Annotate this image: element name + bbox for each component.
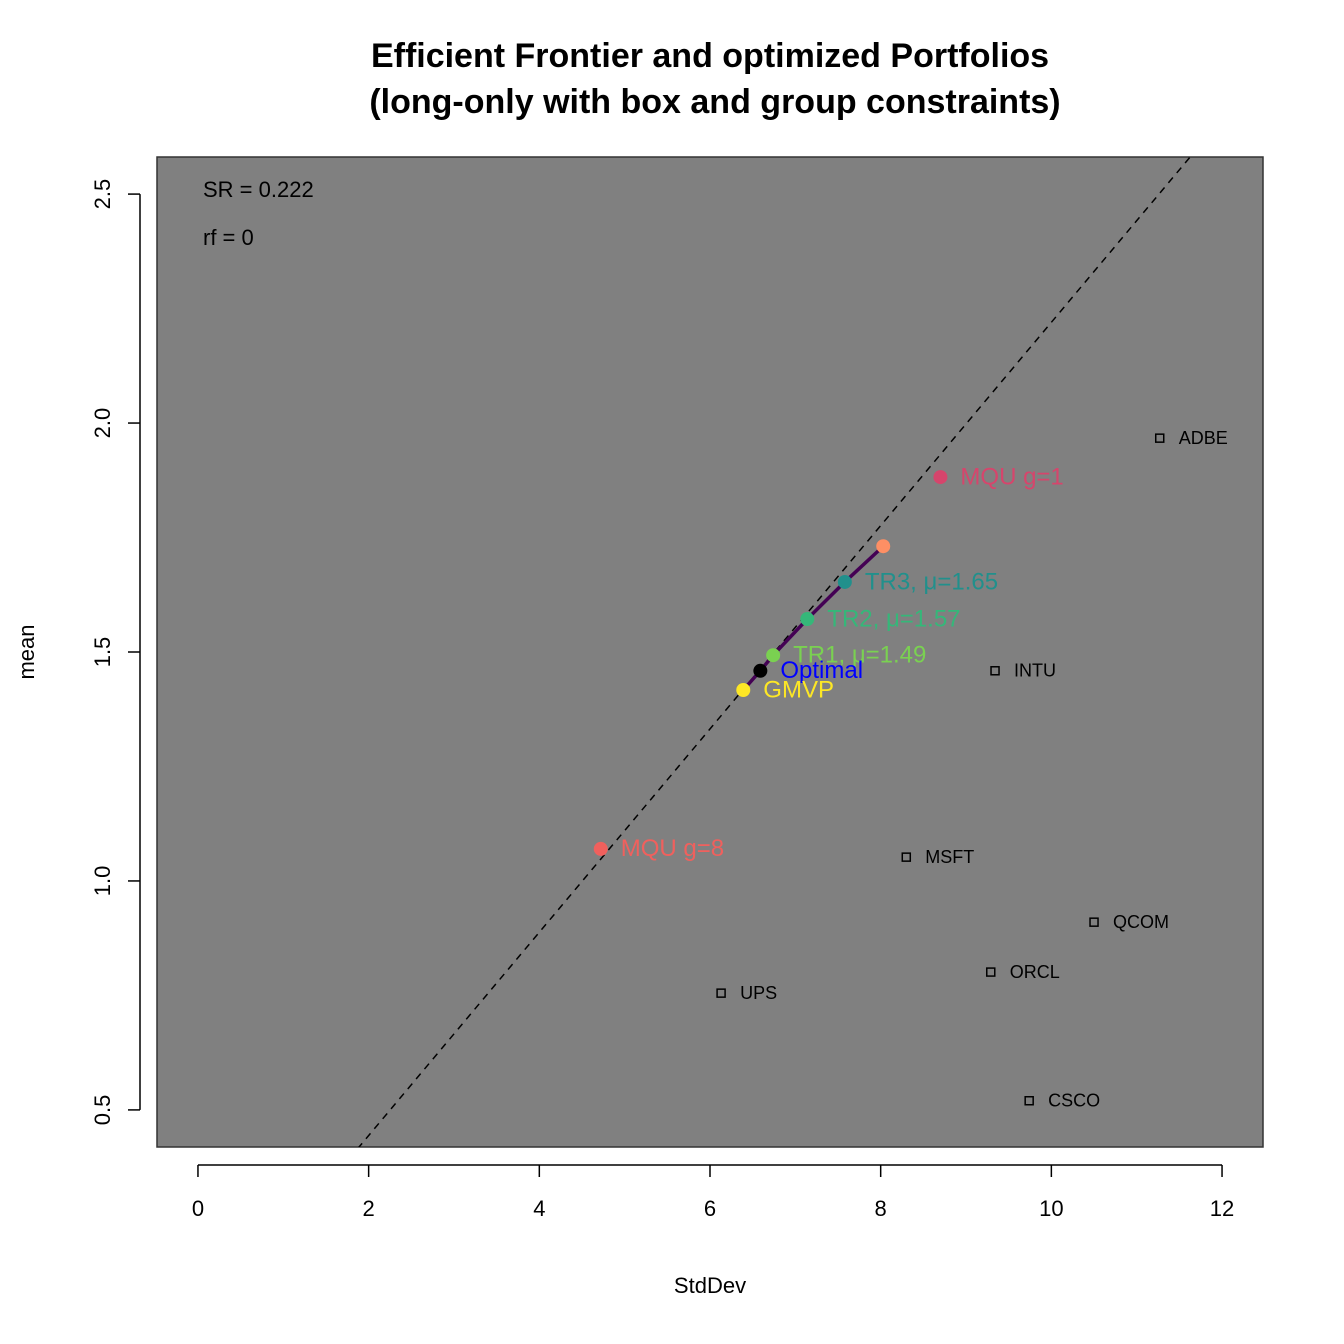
- asset-label: QCOM: [1113, 912, 1169, 932]
- portfolio-point: [766, 648, 781, 663]
- asset-point: [990, 666, 1000, 676]
- portfolio-point: [736, 683, 751, 698]
- portfolio-point: [593, 841, 608, 856]
- asset-point: [716, 988, 726, 998]
- portfolio-point: [753, 663, 768, 678]
- asset-label: UPS: [740, 983, 777, 1003]
- x-tick-label: 12: [1210, 1196, 1234, 1221]
- asset-point: [1089, 917, 1099, 927]
- x-tick-label: 6: [704, 1196, 716, 1221]
- portfolio-point: [933, 470, 948, 485]
- y-tick-label: 1.5: [90, 637, 115, 668]
- y-axis-label: mean: [14, 624, 39, 679]
- x-tick-label: 4: [533, 1196, 545, 1221]
- portfolio-point: [800, 612, 815, 627]
- x-axis-label: StdDev: [674, 1273, 746, 1298]
- asset-point: [901, 852, 912, 862]
- portfolio-label: TR3, μ=1.65: [865, 568, 998, 595]
- portfolio-label: GMVP: [763, 676, 834, 703]
- portfolio-label: MQU g=8: [621, 835, 724, 862]
- x-tick-label: 8: [875, 1196, 887, 1221]
- asset-label: ORCL: [1010, 962, 1060, 982]
- x-tick-label: 10: [1039, 1196, 1063, 1221]
- asset-point: [1024, 1096, 1034, 1106]
- asset-label: INTU: [1014, 661, 1056, 681]
- portfolio-label: Optimal: [780, 657, 863, 684]
- asset-point: [986, 967, 996, 977]
- annotation: rf = 0: [203, 225, 254, 250]
- asset-label: MSFT: [925, 847, 974, 867]
- y-tick-label: 2.5: [90, 179, 115, 210]
- portfolio-label: MQU g=1: [960, 463, 1063, 490]
- portfolio-point: [876, 539, 891, 554]
- annotation: SR = 0.222: [203, 177, 314, 202]
- chart-title: Efficient Frontier and optimized Portfol…: [371, 37, 1049, 75]
- x-tick-label: 0: [192, 1196, 204, 1221]
- y-tick-label: 1.0: [90, 866, 115, 897]
- portfolio-label: TR2, μ=1.57: [827, 605, 960, 632]
- asset-point: [1154, 433, 1165, 443]
- chart-subtitle: (long-only with box and group constraint…: [369, 83, 1060, 121]
- x-tick-label: 2: [363, 1196, 375, 1221]
- portfolio-label: TR1, μ=1.49: [793, 642, 926, 669]
- y-tick-label: 0.5: [90, 1095, 115, 1126]
- y-tick-label: 2.0: [90, 408, 115, 439]
- portfolio-point: [837, 574, 852, 589]
- asset-label: ADBE: [1179, 428, 1228, 448]
- plot-background: [156, 156, 1264, 1148]
- tangency-line: [358, 157, 1192, 1147]
- asset-label: CSCO: [1048, 1091, 1100, 1111]
